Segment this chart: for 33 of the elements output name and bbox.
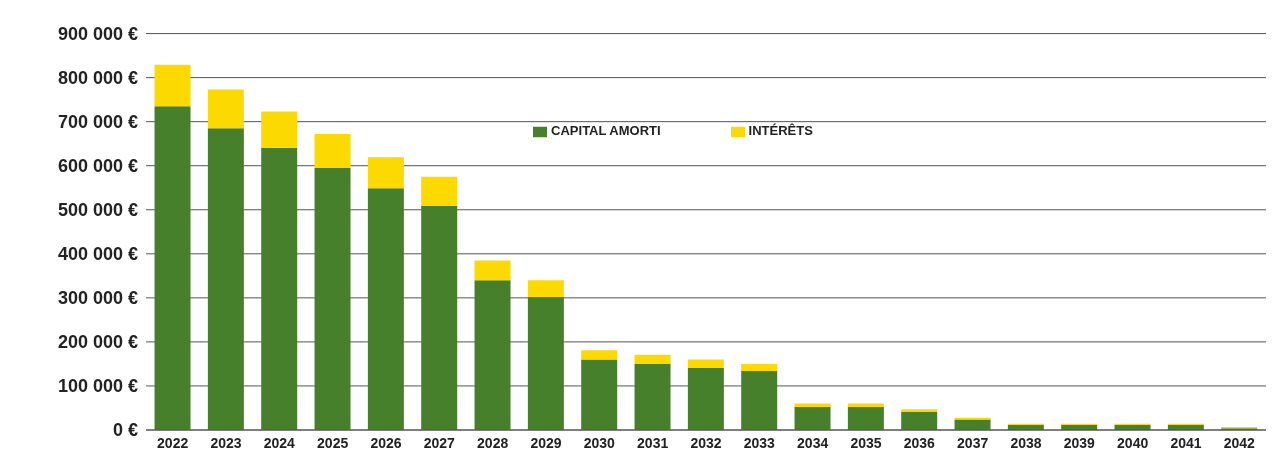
x-tick-label: 2032 [690,434,722,451]
x-tick-label: 2041 [1170,434,1202,451]
x-tick-label: 2036 [903,434,936,451]
x-tick-label: 2034 [797,434,829,451]
y-tick-label: 500 000 € [57,200,138,221]
x-tick-label: 2027 [423,434,456,451]
x-tick-label: 2035 [850,434,882,451]
x-tick-label: 2040 [1117,434,1149,451]
x-tick-label: 2024 [263,434,296,451]
x-tick-label: 2031 [637,434,669,451]
x-tick-label: 2033 [743,434,776,451]
x-tick-label: 2023 [210,434,242,451]
y-tick-label: 400 000 € [57,244,138,265]
legend-label: INTÉRÊTS [748,123,813,138]
legend-label: CAPITAL AMORTI [551,123,661,138]
y-tick-label: 700 000 € [57,112,138,133]
x-tick-label: 2029 [530,434,562,451]
x-tick-label: 2037 [957,434,989,451]
x-tick-label: 2030 [583,434,616,451]
y-tick-label: 200 000 € [57,332,138,353]
x-tick-label: 2042 [1223,434,1256,451]
x-tick-label: 2028 [477,434,509,451]
y-tick-label: 300 000 € [57,288,138,309]
x-tick-label: 2022 [157,434,189,451]
y-tick-label: 800 000 € [57,68,138,88]
x-tick-label: 2038 [1010,434,1042,451]
x-tick-label: 2026 [370,434,402,451]
y-tick-label: 900 000 € [57,23,138,44]
x-tick-label: 2025 [317,434,349,451]
y-tick-label: 600 000 € [57,156,138,177]
x-tick-label: 2039 [1063,434,1096,451]
y-tick-label: 0 € [112,420,138,441]
y-tick-label: 100 000 € [57,376,138,397]
